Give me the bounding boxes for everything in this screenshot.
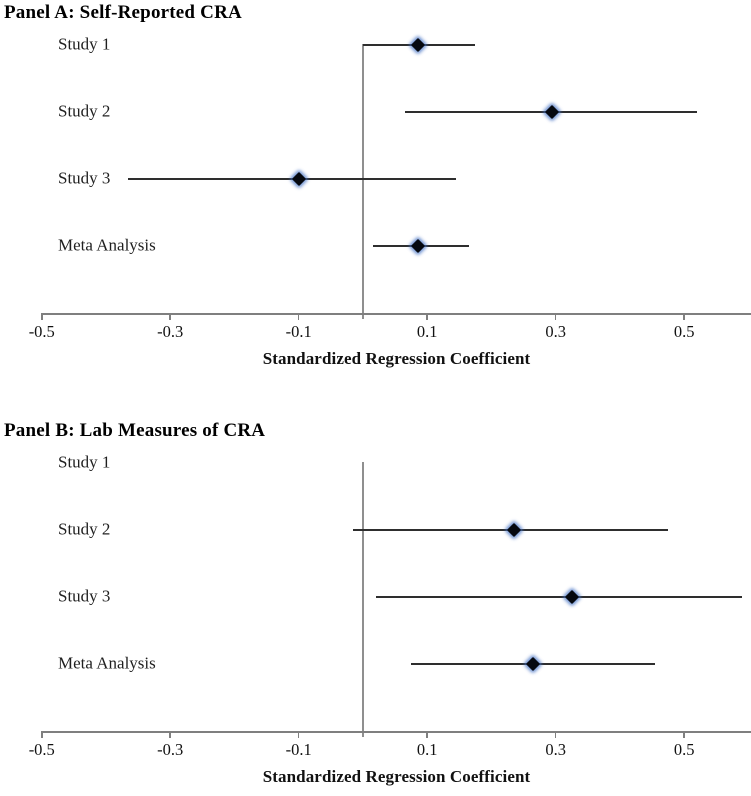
x-tick-label: 0.5 — [673, 740, 695, 759]
confidence-interval-line — [375, 596, 742, 598]
study-label: Study 1 — [58, 452, 111, 472]
estimate-diamond-marker — [410, 238, 425, 254]
x-tick-label: -0.1 — [285, 740, 312, 759]
x-axis-tick — [297, 313, 300, 320]
estimate-diamond-marker — [506, 522, 522, 538]
panel-a: Panel A: Self-Reported CRA -0.5 -0.3 -0.1 0… — [4, 2, 751, 368]
x-axis-tick — [41, 731, 43, 738]
panel-a-plot-area: -0.5 -0.3 -0.1 0.1 0.3 0.5 Study 1 Study 2 Study… — [28, 34, 751, 341]
x-tick-label: -0.3 — [157, 322, 184, 341]
x-axis-tick — [169, 731, 171, 738]
x-tick-label: -0.5 — [28, 740, 55, 759]
study-label: Study 2 — [58, 101, 111, 121]
estimate-diamond-marker — [564, 589, 579, 605]
x-tick-label: -0.1 — [285, 322, 312, 341]
x-tick-label: 0.5 — [673, 322, 695, 341]
estimate-diamond-marker — [526, 656, 541, 672]
estimate-diamond-marker — [545, 104, 560, 120]
zero-reference-line — [362, 462, 364, 737]
zero-reference-line — [362, 44, 364, 319]
panel-a-title: Panel A: Self-Reported CRA — [4, 2, 242, 23]
x-axis-tick — [297, 731, 300, 738]
x-tick-label: 0.3 — [545, 322, 566, 341]
x-axis-tick — [169, 313, 171, 320]
x-tick-label: 0.1 — [416, 322, 438, 341]
x-axis-tick — [554, 313, 557, 320]
x-axis-line — [40, 731, 751, 733]
x-axis-tick — [426, 731, 428, 738]
x-axis-tick — [41, 313, 43, 320]
study-label: Study 3 — [58, 586, 111, 606]
estimate-diamond-marker — [410, 37, 425, 53]
x-axis-tick — [426, 313, 428, 320]
x-tick-label: -0.5 — [28, 322, 55, 341]
x-tick-label: 0.3 — [545, 740, 566, 759]
x-axis-tick — [683, 731, 685, 738]
estimate-diamond-marker — [291, 171, 306, 187]
x-axis-tick — [554, 731, 557, 738]
study-label: Meta Analysis — [58, 653, 156, 673]
study-label: Study 3 — [58, 168, 111, 188]
x-axis-line — [40, 313, 751, 315]
study-label: Meta Analysis — [58, 235, 156, 255]
study-label: Study 1 — [58, 34, 111, 54]
x-axis-tick — [683, 313, 685, 320]
panel-a-x-axis-title: Standardized Regression Coefficient — [262, 349, 531, 368]
study-label: Study 2 — [58, 519, 111, 539]
panel-b-x-axis-title: Standardized Regression Coefficient — [262, 767, 531, 786]
panel-b-plot-area: -0.5 -0.3 -0.1 0.1 0.3 0.5 Study 1 Study 2 Study… — [0, 418, 751, 796]
x-tick-label: -0.3 — [157, 740, 184, 759]
panel-b: Panel B: Lab Measures of CRA -0.5 -0.3 -0.… — [0, 418, 751, 796]
panel-b-title: Panel B: Lab Measures of CRA — [4, 420, 266, 441]
x-tick-label: 0.1 — [416, 740, 438, 759]
